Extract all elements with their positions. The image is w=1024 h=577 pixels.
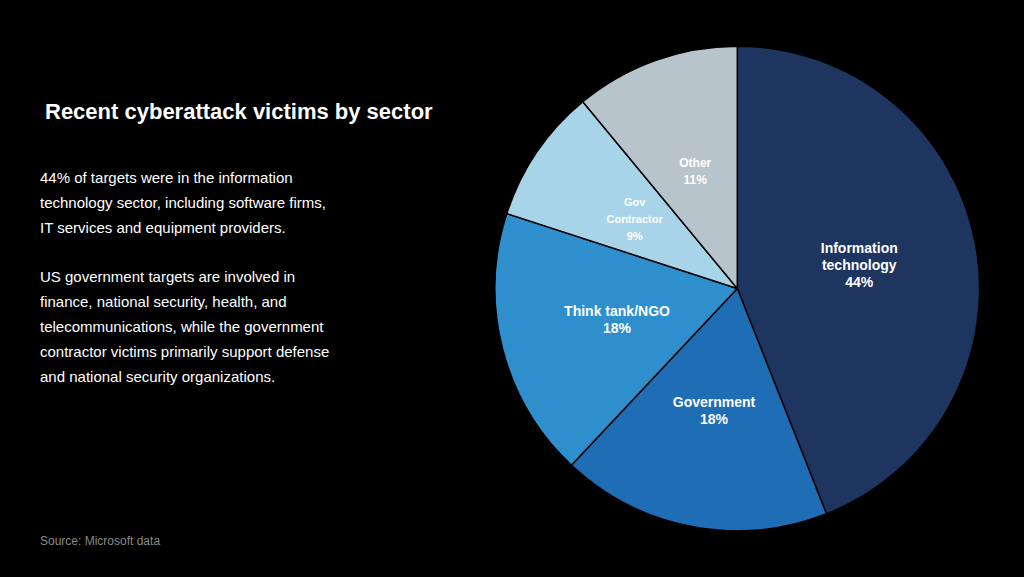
svg-text:18%: 18% — [700, 411, 729, 427]
svg-text:Government: Government — [673, 394, 756, 410]
svg-text:Think tank/NGO: Think tank/NGO — [564, 303, 670, 319]
svg-text:IT services and equipment prov: IT services and equipment providers. — [40, 219, 286, 236]
svg-text:Other: Other — [679, 156, 711, 170]
svg-text:9%: 9% — [627, 230, 643, 242]
svg-text:technology sector, including s: technology sector, including software fi… — [40, 194, 326, 211]
svg-text:44%: 44% — [845, 274, 874, 290]
svg-text:Contractor: Contractor — [606, 213, 663, 225]
svg-text:telecommunications, while the: telecommunications, while the government — [40, 318, 324, 335]
svg-text:technology: technology — [822, 257, 897, 273]
svg-text:finance, national security, he: finance, national security, health, and — [40, 293, 287, 310]
svg-text:Recent cyberattack victims by: Recent cyberattack victims by sector — [45, 99, 433, 124]
svg-text:Source: Microsoft data: Source: Microsoft data — [40, 534, 160, 548]
svg-text:11%: 11% — [684, 173, 708, 187]
svg-text:US government targets are invo: US government targets are involved in — [40, 268, 295, 285]
svg-text:18%: 18% — [603, 320, 632, 336]
svg-text:contractor victims primarily s: contractor victims primarily support def… — [40, 343, 329, 360]
svg-text:and national security organiza: and national security organizations. — [40, 368, 275, 385]
svg-text:44% of targets were in the inf: 44% of targets were in the information — [40, 169, 293, 186]
svg-text:Gov: Gov — [624, 196, 646, 208]
svg-text:Information: Information — [821, 240, 898, 256]
